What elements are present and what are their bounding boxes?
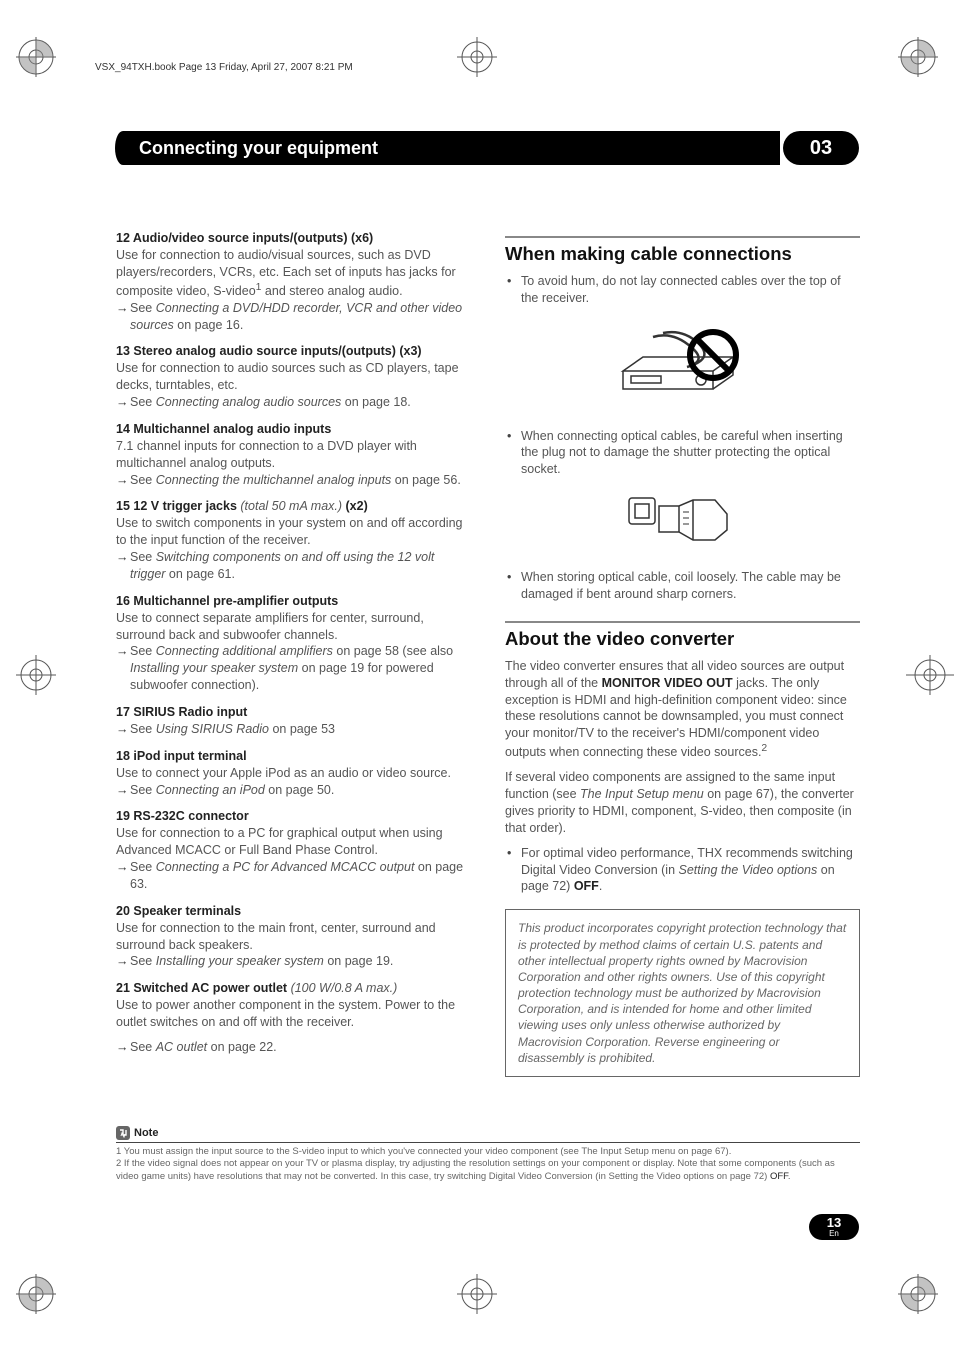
paragraph: The video converter ensures that all vid… [505, 658, 860, 761]
item-20: 20 Speaker terminals Use for connection … [116, 903, 471, 971]
receiver-prohibit-diagram [505, 321, 860, 412]
registration-mark-icon [457, 1274, 497, 1314]
print-header-line: VSX_94TXH.book Page 13 Friday, April 27,… [95, 62, 353, 73]
see-reference: See Connecting analog audio sources on p… [116, 394, 471, 411]
item-14: 14 Multichannel analog audio inputs 7.1 … [116, 421, 471, 489]
bullet-item: When connecting optical cables, be caref… [505, 428, 860, 479]
item-body: 7.1 channel inputs for connection to a D… [116, 438, 471, 472]
item-body: Use for connection to a PC for graphical… [116, 825, 471, 859]
paragraph: If several video components are assigned… [505, 769, 860, 837]
section-heading: When making cable connections [505, 242, 860, 267]
item-body: Use to connect separate amplifiers for c… [116, 610, 471, 644]
item-heading: 20 Speaker terminals [116, 903, 471, 920]
chapter-number: 03 [810, 137, 832, 160]
page-number-pill: 13 En [809, 1214, 859, 1240]
registration-mark-icon [16, 1274, 56, 1314]
chapter-header: Connecting your equipment 03 [115, 131, 859, 165]
bullet-item: When storing optical cable, coil loosely… [505, 569, 860, 603]
item-body: Use to connect your Apple iPod as an aud… [116, 765, 471, 782]
see-reference: See Installing your speaker system on pa… [116, 953, 471, 970]
note-rule [116, 1142, 860, 1143]
item-body: Use for connection to audio/visual sourc… [116, 247, 471, 300]
page-lang: En [829, 1230, 839, 1238]
registration-mark-icon [906, 655, 946, 695]
item-18: 18 iPod input terminal Use to connect yo… [116, 748, 471, 799]
chapter-title-pill: Connecting your equipment [115, 131, 780, 165]
optical-plug-diagram [505, 492, 860, 553]
right-column: When making cable connections To avoid h… [505, 230, 860, 1077]
item-body: Use to power another component in the sy… [116, 997, 471, 1031]
bullet-item: For optimal video performance, THX recom… [505, 845, 860, 896]
see-reference: See Switching components on and off usin… [116, 549, 471, 583]
see-reference: See Connecting the multichannel analog i… [116, 472, 471, 489]
see-reference: See Connecting a PC for Advanced MCACC o… [116, 859, 471, 893]
page-number: 13 [827, 1216, 841, 1229]
left-column: 12 Audio/video source inputs/(outputs) (… [116, 230, 471, 1077]
item-body: Use for connection to audio sources such… [116, 360, 471, 394]
item-body: Use to switch components in your system … [116, 515, 471, 549]
footnotes: Note 1 You must assign the input source … [116, 1126, 860, 1183]
chapter-title: Connecting your equipment [139, 138, 378, 159]
page-content: 12 Audio/video source inputs/(outputs) (… [116, 230, 860, 1077]
registration-mark-icon [898, 1274, 938, 1314]
item-19: 19 RS-232C connector Use for connection … [116, 808, 471, 892]
item-heading: 17 SIRIUS Radio input [116, 704, 471, 721]
section-rule [505, 236, 860, 238]
item-heading: 15 12 V trigger jacks (total 50 mA max.)… [116, 498, 471, 515]
bullet-item: To avoid hum, do not lay connected cable… [505, 273, 860, 307]
item-heading: 16 Multichannel pre-amplifier outputs [116, 593, 471, 610]
item-body: Use for connection to the main front, ce… [116, 920, 471, 954]
item-heading: 12 Audio/video source inputs/(outputs) (… [116, 230, 471, 247]
registration-mark-icon [16, 37, 56, 77]
item-17: 17 SIRIUS Radio input See Using SIRIUS R… [116, 704, 471, 738]
item-heading: 19 RS-232C connector [116, 808, 471, 825]
see-reference: See Connecting additional amplifiers on … [116, 643, 471, 694]
see-reference: See Using SIRIUS Radio on page 53 [116, 721, 471, 738]
chapter-number-pill: 03 [783, 131, 859, 165]
note-label-row: Note [116, 1126, 860, 1140]
section-heading: About the video converter [505, 627, 860, 652]
item-heading: 18 iPod input terminal [116, 748, 471, 765]
registration-mark-icon [16, 655, 56, 695]
item-heading: 21 Switched AC power outlet (100 W/0.8 A… [116, 980, 471, 997]
item-12: 12 Audio/video source inputs/(outputs) (… [116, 230, 471, 333]
see-reference: See Connecting a DVD/HDD recorder, VCR a… [116, 300, 471, 334]
see-reference: See Connecting an iPod on page 50. [116, 782, 471, 799]
registration-mark-icon [457, 37, 497, 77]
item-heading: 14 Multichannel analog audio inputs [116, 421, 471, 438]
item-16: 16 Multichannel pre-amplifier outputs Us… [116, 593, 471, 694]
registration-mark-icon [898, 37, 938, 77]
item-13: 13 Stereo analog audio source inputs/(ou… [116, 343, 471, 411]
section-rule [505, 621, 860, 623]
legal-notice-box: This product incorporates copyright prot… [505, 909, 860, 1077]
footnote-1: 1 You must assign the input source to th… [116, 1146, 860, 1158]
item-heading: 13 Stereo analog audio source inputs/(ou… [116, 343, 471, 360]
see-reference: See AC outlet on page 22. [116, 1039, 471, 1056]
footnote-2: 2 If the video signal does not appear on… [116, 1158, 860, 1183]
item-15: 15 12 V trigger jacks (total 50 mA max.)… [116, 498, 471, 582]
item-21: 21 Switched AC power outlet (100 W/0.8 A… [116, 980, 471, 1056]
note-label: Note [134, 1127, 158, 1139]
note-icon [116, 1126, 130, 1140]
